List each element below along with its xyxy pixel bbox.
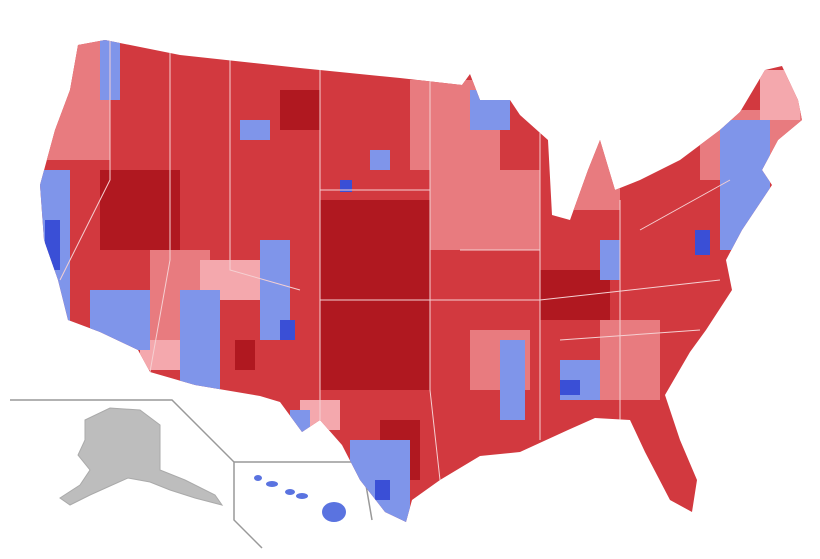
- alaska: [59, 407, 224, 506]
- island: [266, 481, 278, 487]
- state-borders: [59, 40, 731, 481]
- island: [296, 493, 308, 499]
- island: [322, 502, 346, 522]
- inset-border: [234, 461, 373, 521]
- dark-blue-areas: [45, 180, 710, 500]
- island: [285, 489, 295, 495]
- dark-red-areas: [100, 90, 610, 480]
- island: [254, 475, 262, 481]
- hawaii: [254, 475, 346, 522]
